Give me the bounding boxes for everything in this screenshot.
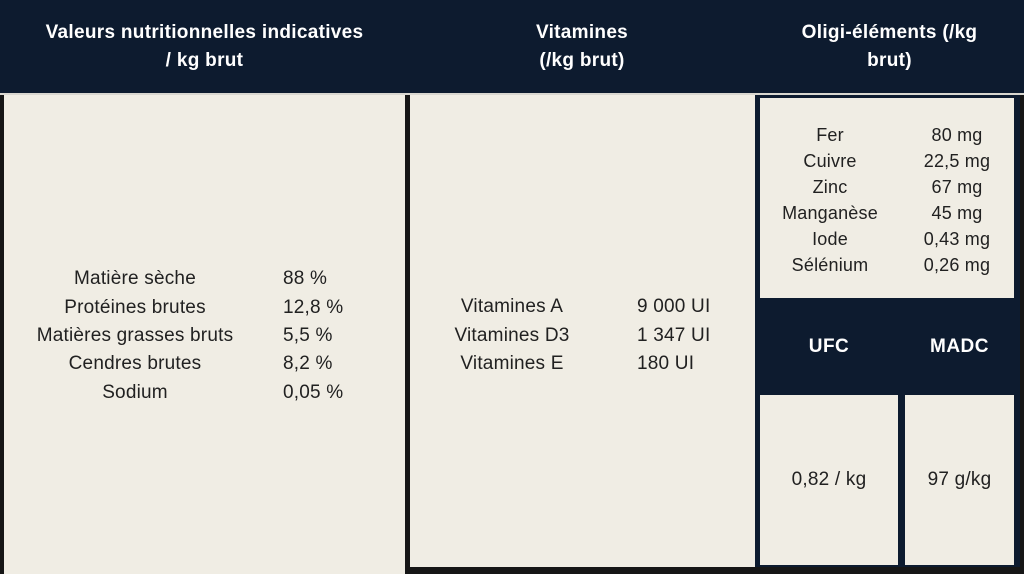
nutrition-value: 12,8 % (283, 296, 344, 318)
nutrition-row: Matière sèche 88 % (4, 265, 405, 293)
minerals-cell: Fer 80 mg Cuivre 22,5 mg Zinc 67 mg (760, 98, 1014, 298)
vitamin-row: Vitamines E 180 UI (410, 350, 755, 379)
mineral-row: Zinc 67 mg (760, 174, 1014, 200)
nutrition-row: Sodium 0,05 % (4, 379, 405, 407)
vitamin-row: Vitamines A 9 000 UI (410, 293, 755, 322)
nutrition-label: Matière sèche (74, 268, 196, 290)
mineral-value: 67 mg (931, 176, 983, 197)
mineral-row: Cuivre 22,5 mg (760, 148, 1014, 174)
mineral-value: 0,26 mg (923, 254, 991, 275)
mineral-value: 0,43 mg (923, 228, 991, 249)
mineral-value: 45 mg (931, 202, 983, 223)
nutrition-value: 88 % (283, 268, 328, 290)
ufc-value-cell: 0,82 / kg (760, 395, 898, 565)
mineral-value: 80 mg (931, 124, 983, 145)
header-vitamins-line1: Vitamines (535, 21, 629, 43)
value-cell-gap (898, 395, 905, 565)
mineral-row: Sélénium 0,26 mg (760, 252, 1014, 278)
madc-value-cell: 97 g/kg (905, 395, 1014, 565)
mineral-value: 22,5 mg (923, 150, 991, 171)
vitamin-value: 180 UI (637, 353, 695, 375)
nutrition-column: Matière sèche 88 % Protéines brutes 12,8… (4, 95, 410, 574)
ufc-madc-header-band: UFC MADC (755, 298, 1020, 395)
mineral-row: Manganèse 45 mg (760, 200, 1014, 226)
nutrition-value: 5,5 % (283, 324, 333, 346)
vitamin-label: Vitamines D3 (454, 324, 570, 346)
mineral-label: Iode (812, 228, 848, 249)
oligo-column: Fer 80 mg Cuivre 22,5 mg Zinc 67 mg (755, 95, 1020, 567)
table-header-row: Valeurs nutritionnelles indicatives / kg… (0, 0, 1024, 95)
header-nutrition-line2: / kg brut (165, 49, 244, 71)
header-vitamins: Vitamines (/kg brut) (409, 0, 755, 93)
mineral-label: Manganèse (782, 202, 878, 223)
nutrition-row: Matières grasses bruts 5,5 % (4, 322, 405, 350)
mineral-label: Cuivre (803, 150, 857, 171)
vitamin-label: Vitamines A (460, 296, 564, 318)
table-body: Matière sèche 88 % Protéines brutes 12,8… (0, 95, 1024, 574)
vitamin-label: Vitamines E (460, 353, 564, 375)
vitamin-value: 1 347 UI (637, 324, 711, 346)
nutrition-value: 8,2 % (283, 353, 333, 375)
header-nutrition-line1: Valeurs nutritionnelles indicatives (45, 21, 364, 43)
mineral-label: Sélénium (791, 254, 869, 275)
nutrition-row: Protéines brutes 12,8 % (4, 293, 405, 321)
header-oligo-line2: brut) (867, 49, 912, 71)
mineral-label: Zinc (812, 176, 848, 197)
nutrition-label: Matières grasses bruts (36, 324, 234, 346)
header-vitamins-line2: (/kg brut) (539, 49, 625, 71)
subheader-madc: MADC (930, 335, 989, 357)
header-oligo: Oligi-éléments (/kg brut) (755, 0, 1024, 93)
nutrition-label: Cendres brutes (68, 353, 202, 375)
nutrition-row: Cendres brutes 8,2 % (4, 350, 405, 378)
ufc-madc-values-row: 0,82 / kg 97 g/kg (760, 395, 1014, 565)
vitamin-row: Vitamines D3 1 347 UI (410, 322, 755, 351)
mineral-label: Fer (816, 124, 844, 145)
nutrition-label: Sodium (102, 381, 168, 403)
mineral-row: Fer 80 mg (760, 122, 1014, 148)
nutrition-value: 0,05 % (283, 381, 344, 403)
mineral-row: Iode 0,43 mg (760, 226, 1014, 252)
header-oligo-line1: Oligi-éléments (/kg (801, 21, 978, 43)
subheader-ufc: UFC (808, 335, 850, 357)
nutrition-label: Protéines brutes (64, 296, 206, 318)
vitamin-value: 9 000 UI (637, 296, 711, 318)
header-nutrition: Valeurs nutritionnelles indicatives / kg… (0, 0, 409, 93)
vitamins-column: Vitamines A 9 000 UI Vitamines D3 1 347 … (410, 95, 755, 567)
